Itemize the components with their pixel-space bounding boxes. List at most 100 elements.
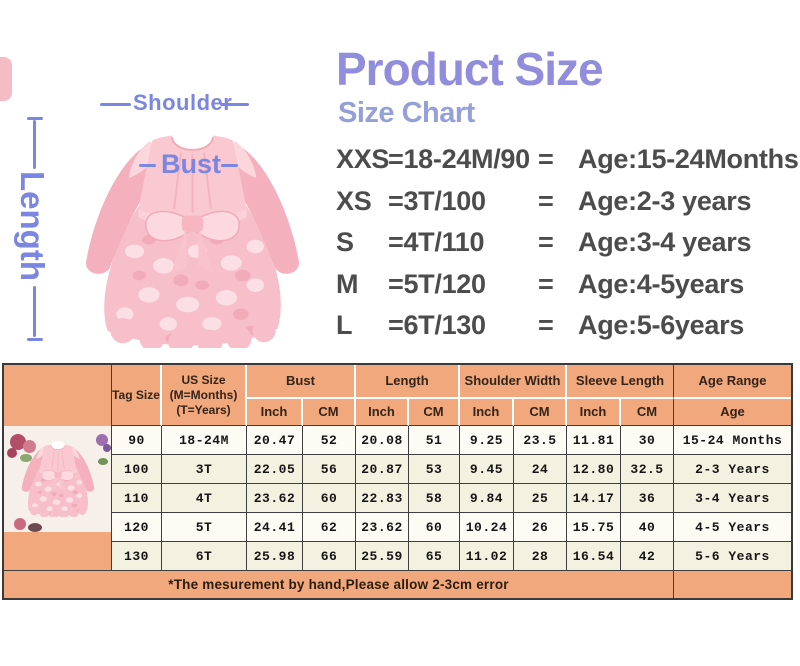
subheader-inch: Inch — [356, 399, 409, 426]
table-cell-sl_cm: 30 — [621, 426, 674, 455]
table-cell-len_in: 20.87 — [356, 455, 409, 484]
size-value: =18-24M/90 — [388, 144, 530, 175]
table-cell-sh_in: 9.45 — [460, 455, 514, 484]
table-cell-age: 3-4 Years — [674, 484, 791, 513]
shoulder-line-left — [100, 103, 131, 106]
table-cell-us: 18-24M — [162, 426, 247, 455]
size-conversion-list: XXS =18-24M/90 = Age:15-24Months XS =3T/… — [336, 139, 799, 347]
table-cell-len_in: 23.62 — [356, 513, 409, 542]
table-footnote: *The mesurement by hand,Please allow 2-3… — [4, 571, 674, 598]
col-header-sleeve-length: Sleeve Length — [567, 365, 674, 399]
table-cell-sl_cm: 42 — [621, 542, 674, 571]
table-cell-tag: 90 — [112, 426, 162, 455]
table-cell-sh_in: 11.02 — [460, 542, 514, 571]
table-cell-bust_in: 25.98 — [247, 542, 303, 571]
table-cell-sl_in: 12.80 — [567, 455, 621, 484]
table-cell-len_in: 22.83 — [356, 484, 409, 513]
table-cell-us: 3T — [162, 455, 247, 484]
size-age: Age:2-3 years — [578, 185, 752, 216]
length-cap-top — [27, 117, 43, 120]
table-cell-age: 15-24 Months — [674, 426, 791, 455]
table-cell-len_cm: 53 — [409, 455, 460, 484]
table-cell-bust_in: 23.62 — [247, 484, 303, 513]
table-cell-bust_cm: 56 — [303, 455, 356, 484]
table-cell-sl_cm: 40 — [621, 513, 674, 542]
subheader-inch: Inch — [460, 399, 514, 426]
subheader-cm: CM — [409, 399, 460, 426]
table-cell-us: 6T — [162, 542, 247, 571]
col-header-bust: Bust — [247, 365, 356, 399]
size-row-xs: XS =3T/100 = Age:2-3 years — [336, 181, 798, 223]
equals-sign: = — [538, 310, 554, 341]
table-cell-sl_cm: 32.5 — [621, 455, 674, 484]
rose-flower-icon — [14, 518, 26, 530]
purple-flower-icon — [96, 434, 108, 446]
table-cell-len_cm: 58 — [409, 484, 460, 513]
rose-flower-icon — [23, 440, 36, 453]
table-cell-sl_cm: 36 — [621, 484, 674, 513]
table-cell-bust_in: 24.41 — [247, 513, 303, 542]
subheader-cm: CM — [303, 399, 356, 426]
equals-sign: = — [538, 185, 554, 216]
table-cell-len_in: 20.08 — [356, 426, 409, 455]
table-cell-age: 2-3 Years — [674, 455, 791, 484]
table-cell-len_cm: 60 — [409, 513, 460, 542]
size-row-xxs: XXS =18-24M/90 = Age:15-24Months — [336, 139, 799, 181]
leaf-icon — [20, 454, 32, 462]
bust-dash-right — [221, 164, 238, 167]
size-age: Age:15-24Months — [578, 144, 799, 175]
us-size-line: (T=Years) — [176, 402, 231, 417]
equals-sign: = — [538, 144, 554, 175]
equals-sign: = — [538, 227, 554, 258]
size-code: S — [336, 227, 354, 258]
table-cell-bust_in: 20.47 — [247, 426, 303, 455]
table-cell-sh_cm: 26 — [514, 513, 567, 542]
table-cell-tag: 120 — [112, 513, 162, 542]
table-cell-len_cm: 51 — [409, 426, 460, 455]
size-code: XXS — [336, 144, 390, 175]
shoulder-line-right — [220, 103, 249, 106]
purple-flower-icon — [103, 444, 111, 452]
length-label: Length — [14, 171, 51, 281]
size-value: =5T/120 — [388, 268, 486, 299]
table-cell-len_cm: 65 — [409, 542, 460, 571]
col-header-tag-size: Tag Size — [112, 365, 162, 426]
table-cell-bust_cm: 66 — [303, 542, 356, 571]
table-cell-bust_cm: 52 — [303, 426, 356, 455]
subheader-cm: CM — [514, 399, 567, 426]
size-row-l: L =6T/130 = Age:5-6years — [336, 305, 798, 347]
length-line-bottom — [33, 286, 36, 337]
length-cap-bottom — [27, 338, 43, 341]
table-cell-us: 5T — [162, 513, 247, 542]
table-cell-age: 5-6 Years — [674, 542, 791, 571]
bust-dash-left — [139, 164, 156, 167]
leaf-icon — [98, 458, 108, 465]
size-value: =6T/130 — [388, 310, 486, 341]
table-cell-sh_cm: 23.5 — [514, 426, 567, 455]
size-row-m: M =5T/120 = Age:4-5years — [336, 264, 798, 306]
product-photo-cell — [4, 365, 112, 571]
us-size-line: US Size — [181, 372, 226, 387]
size-code: L — [336, 310, 353, 341]
size-age: Age:5-6years — [578, 310, 744, 341]
table-cell-sh_cm: 25 — [514, 484, 567, 513]
table-cell-sh_in: 9.84 — [460, 484, 514, 513]
table-cell-sl_in: 16.54 — [567, 542, 621, 571]
table-cell-sl_in: 15.75 — [567, 513, 621, 542]
table-cell-tag: 100 — [112, 455, 162, 484]
dress-thumbnail — [12, 438, 104, 517]
col-header-us-size: US Size (M=Months) (T=Years) — [162, 365, 247, 426]
size-row-s: S =4T/110 = Age:3-4 years — [336, 222, 798, 264]
subheader-inch: Inch — [567, 399, 621, 426]
size-age: Age:3-4 years — [578, 227, 752, 258]
table-cell-tag: 130 — [112, 542, 162, 571]
subheader-inch: Inch — [247, 399, 303, 426]
col-header-shoulder-width: Shoulder Width — [460, 365, 567, 399]
shoe-icon — [28, 523, 42, 532]
shoulder-label: Shoulder — [133, 90, 233, 115]
size-value: =3T/100 — [388, 185, 486, 216]
table-cell-tag: 110 — [112, 484, 162, 513]
product-photo — [4, 426, 111, 532]
bust-label: Bust — [161, 149, 221, 179]
